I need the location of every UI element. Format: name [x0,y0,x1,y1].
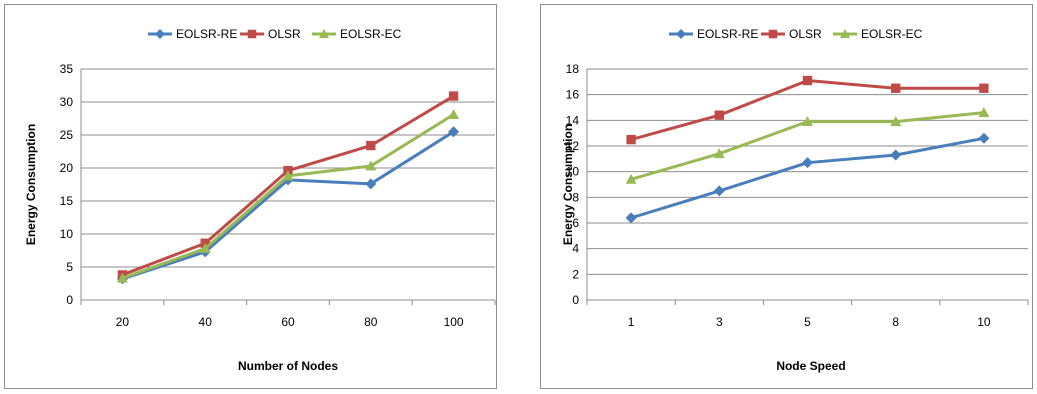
chart-canvas: 0 2 4 6 8 10 12 14 16 18 1 3 5 8 10 Node Speed Energy Co… [561,27,1029,373]
data-point [979,83,989,93]
y-tick-label: 20 [60,161,74,175]
x-tick-label: 10 [977,315,991,329]
x-tick-label: 20 [116,315,130,329]
series-line [121,94,455,277]
legend-marker [768,29,778,39]
energy-vs-nodes-chart: 0 5 10 15 20 25 30 35 20 40 60 80 100 Number of Nodes… [4,4,497,389]
energy-vs-speed-chart: 0 2 4 6 8 10 12 14 16 18 1 3 5 8 10 Node Speed Energy Co… [540,4,1033,389]
data-point [365,160,377,171]
data-point [448,126,460,138]
data-point [978,132,990,144]
data-point [978,107,990,118]
data-point [625,212,637,224]
x-tick-label: 3 [716,315,723,329]
y-tick-label: 0 [66,293,73,307]
y-tick-label: 35 [60,62,74,76]
x-tick-label: 5 [804,315,811,329]
y-tick-label: 4 [572,242,579,256]
data-point [366,140,376,151]
y-tick-label: 30 [60,95,74,109]
y-axis-title: Energy Consumption [561,124,575,245]
legend-entry: EOLSR-EC [861,27,923,41]
data-point [802,157,813,169]
data-point [890,116,902,127]
data-point [714,110,724,120]
y-tick-label: 10 [566,165,580,179]
data-point [802,75,813,86]
y-tick-label: 25 [60,128,74,142]
y-tick-label: 5 [66,260,73,274]
y-tick-label: 18 [566,62,580,76]
series-line [121,113,455,280]
legend-marker [155,29,165,39]
legend-entry: EOLSR-RE [697,27,758,41]
data-point [365,178,377,190]
y-tick-label: 8 [572,190,579,204]
y-tick-label: 10 [60,227,74,241]
y-tick-label: 14 [566,113,580,127]
x-tick-label: 100 [444,315,464,329]
y-axis-title: Energy Consumption [24,124,38,245]
series-line [630,136,985,220]
legend-marker [840,29,850,38]
x-tick-label: 8 [892,315,899,329]
legend-marker [676,29,686,39]
legend-entry: EOLSR-RE [176,27,237,41]
data-point [713,148,725,159]
x-tick-label: 60 [281,315,295,329]
chart-canvas: 0 5 10 15 20 25 30 35 20 40 60 80 100 Number of Nodes… [24,27,496,373]
data-point [802,116,813,127]
data-point [199,243,211,253]
y-tick-label: 16 [566,88,580,102]
data-point [282,170,294,181]
legend-entry: EOLSR-EC [340,27,402,41]
y-tick-label: 2 [572,267,579,281]
data-point [625,173,637,184]
x-tick-label: 40 [199,315,213,329]
x-tick-label: 1 [628,315,635,329]
data-point [116,272,128,283]
data-point [713,185,725,197]
legend-entry: OLSR [268,27,301,41]
data-point [448,91,459,101]
data-point [448,109,460,119]
data-point [890,149,902,161]
legend-marker [319,29,329,38]
y-tick-label: 12 [566,139,580,153]
series-line [630,79,984,142]
legend-marker [247,29,257,39]
legend-entry: OLSR [789,27,822,41]
y-tick-label: 6 [572,216,579,230]
x-axis-title: Node Speed [776,359,845,373]
x-axis-title: Number of Nodes [238,359,338,373]
data-point [891,83,901,93]
y-tick-label: 0 [572,293,579,307]
data-point [626,134,636,145]
x-tick-label: 80 [364,315,378,329]
y-tick-label: 15 [60,194,74,208]
